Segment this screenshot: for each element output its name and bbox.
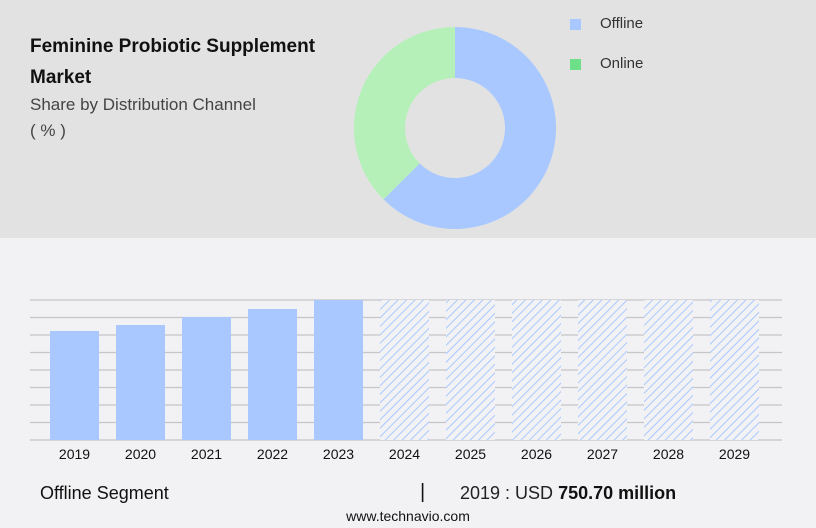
x-tick-label: 2027 [586,446,619,462]
forecast-bar-2029 [710,300,759,440]
forecast-bar-2024 [380,300,429,440]
x-tick-label: 2020 [124,446,157,462]
site-url: www.technavio.com [346,508,470,524]
bar-2021 [182,316,231,440]
bar-2022 [248,309,297,440]
forecast-bar-2028 [644,300,693,440]
x-tick-label: 2028 [652,446,685,462]
x-tick-label: 2026 [520,446,553,462]
bar-2020 [116,324,165,440]
bar-chart [30,299,782,441]
donut-slice-online [354,27,455,200]
x-tick-label: 2029 [718,446,751,462]
donut-slice-offline [383,27,556,229]
legend-label: Online [600,55,644,72]
legend-swatch [570,19,581,30]
separator: | [420,481,426,503]
value-text: 750.70 million [558,483,677,503]
legend-label: Offline [600,15,644,32]
forecast-bar-2025 [446,300,495,440]
x-tick-label: 2024 [388,446,421,462]
segment-value: 2019 : USD 750.70 million [460,483,676,504]
x-tick-label: 2023 [322,446,355,462]
subtitle-text: Share by Distribution Channel [30,95,256,114]
chart-title: Feminine Probiotic Supplement Market [30,36,316,88]
donut-chart [354,27,556,229]
x-tick-label: 2022 [256,446,289,462]
segment-label: Offline Segment [40,483,169,503]
chart-subtitle: Share by Distribution Channel ( % ) [30,92,256,144]
legend-swatch [570,59,581,70]
unit-text: ( % ) [30,121,66,140]
year-label: 2019 : USD [460,483,554,503]
bar-2023 [314,300,363,440]
forecast-bar-2026 [512,300,561,440]
bar-2019 [50,330,99,440]
x-tick-label: 2025 [454,446,487,462]
forecast-bar-2027 [578,300,627,440]
x-tick-label: 2021 [190,446,223,462]
x-tick-label: 2019 [58,446,91,462]
